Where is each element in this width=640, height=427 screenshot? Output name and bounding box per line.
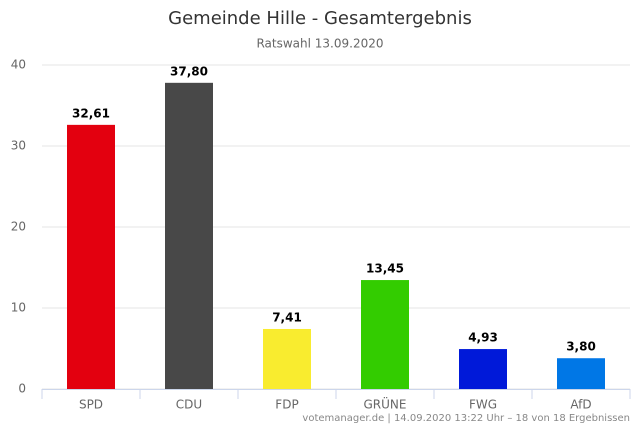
value-label: 3,80 [566, 340, 596, 354]
value-label: 7,41 [272, 310, 302, 324]
y-tick-label: 40 [11, 58, 26, 72]
bar [361, 280, 409, 389]
y-tick-label: 20 [11, 220, 26, 234]
bar [67, 124, 115, 389]
y-tick-label: 30 [11, 139, 26, 153]
value-label: 4,93 [468, 331, 498, 345]
chart-title: Gemeinde Hille - Gesamtergebnis [168, 8, 472, 29]
chart-subtitle: Ratswahl 13.09.2020 [256, 37, 383, 51]
y-tick-label: 0 [18, 382, 26, 396]
bar [165, 82, 213, 389]
x-tick-label: FWG [469, 398, 497, 412]
bar [557, 358, 605, 389]
x-tick-label: CDU [176, 398, 202, 412]
y-tick-label: 10 [11, 301, 26, 315]
value-label: 37,80 [170, 64, 208, 78]
bar [459, 349, 507, 389]
value-label: 32,61 [72, 106, 110, 120]
x-tick-label: SPD [79, 398, 103, 412]
value-label: 13,45 [366, 262, 404, 276]
x-tick-label: GRÜNE [364, 396, 407, 412]
x-tick-label: AfD [570, 398, 591, 412]
x-tick-label: FDP [275, 398, 298, 412]
bar [263, 328, 311, 389]
footer: votemanager.de | 14.09.2020 13:22 Uhr – … [302, 413, 630, 424]
